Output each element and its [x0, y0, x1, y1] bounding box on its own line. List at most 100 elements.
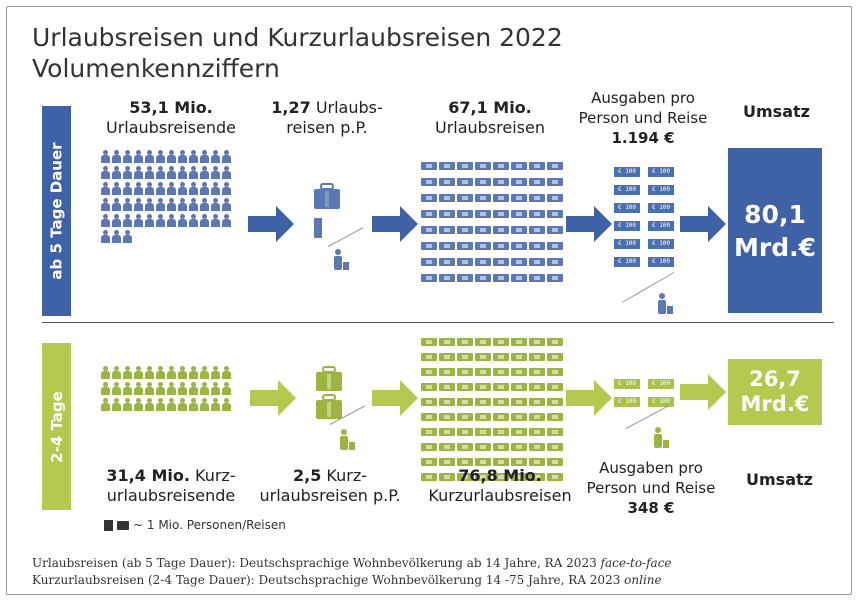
suitcase-icon [421, 178, 437, 186]
suitcase-icon [457, 368, 473, 376]
suitcase-icon [475, 473, 491, 481]
person-icon [155, 198, 166, 211]
person-icon [144, 366, 155, 379]
suitcase-icon [421, 162, 437, 170]
suitcase-icon [547, 274, 563, 282]
suitcase-icon [511, 274, 527, 282]
person-icon [133, 214, 144, 227]
person-icon [199, 398, 210, 411]
suitcase-icon [511, 338, 527, 346]
short-revenue-box: 26,7 Mrd.€ [728, 359, 822, 425]
suitcase-icon [511, 242, 527, 250]
suitcase-icon [475, 242, 491, 250]
banknote-icon: € 100 [647, 396, 675, 408]
person-icon [166, 182, 177, 195]
suitcase-icon [457, 210, 473, 218]
banknote-icon: € 100 [613, 202, 641, 214]
suitcase-icon [529, 210, 545, 218]
suitcase-icon [475, 443, 491, 451]
person-icon [166, 214, 177, 227]
person-icon [166, 382, 177, 395]
suitcase-icon [493, 178, 509, 186]
person-icon [122, 182, 133, 195]
suitcase-icon [421, 353, 437, 361]
person-icon [166, 198, 177, 211]
arrow-right-icon [566, 206, 612, 242]
person-icon [111, 366, 122, 379]
person-icon [210, 214, 221, 227]
person-icon [188, 398, 199, 411]
suitcase-icon [439, 162, 455, 170]
suitcase-icon [439, 210, 455, 218]
person-icon [199, 382, 210, 395]
suitcase-icon [547, 473, 563, 481]
person-icon [100, 166, 111, 179]
suitcase-icon [439, 258, 455, 266]
person-icon [221, 166, 232, 179]
suitcase-icon [457, 162, 473, 170]
person-icon [177, 382, 188, 395]
suitcase-icon [457, 443, 473, 451]
person-icon [133, 150, 144, 163]
person-icon [177, 366, 188, 379]
suitcase-icon [493, 473, 509, 481]
person-icon [144, 198, 155, 211]
suitcase-icon [457, 458, 473, 466]
person-icon [100, 230, 111, 243]
person-icon [122, 398, 133, 411]
banknote-icon: € 100 [613, 256, 641, 268]
suitcase-icon [421, 413, 437, 421]
suitcase-icon [475, 258, 491, 266]
banknote-icon: € 100 [647, 202, 675, 214]
section-divider [42, 322, 834, 323]
suitcase-icon [439, 443, 455, 451]
suitcase-icon [457, 194, 473, 202]
person-icon [133, 166, 144, 179]
person-icon [111, 198, 122, 211]
long-revenue-unit: Mrd.€ [734, 232, 816, 262]
suitcase-icon [511, 353, 527, 361]
suitcase-icon [439, 368, 455, 376]
person-icon [144, 382, 155, 395]
arrow-right-icon [372, 206, 418, 242]
person-icon [210, 166, 221, 179]
person-icon [199, 150, 210, 163]
suitcase-icon [421, 194, 437, 202]
suitcase-icon [493, 353, 509, 361]
suitcase-icon [529, 242, 545, 250]
suitcase-icon [314, 183, 340, 209]
arrow-right-icon [566, 380, 612, 416]
suitcase-icon [547, 398, 563, 406]
person-icon [122, 382, 133, 395]
suitcase-icon [547, 178, 563, 186]
suitcase-icon [529, 458, 545, 466]
suitcase-icon [511, 210, 527, 218]
suitcase-icon [421, 210, 437, 218]
suitcase-icon [493, 443, 509, 451]
person-icon [221, 382, 232, 395]
traveler-icon [340, 429, 355, 450]
person-icon [100, 214, 111, 227]
suitcase-icon [493, 413, 509, 421]
traveler-icon [658, 293, 673, 314]
person-icon [155, 214, 166, 227]
suitcase-icon [439, 194, 455, 202]
suitcase-icon [439, 338, 455, 346]
suitcase-icon [529, 338, 545, 346]
suitcase-icon [529, 353, 545, 361]
suitcase-icon [493, 226, 509, 234]
footnote-short: Kurzurlaubsreisen (2-4 Tage Dauer): Deut… [32, 573, 662, 587]
person-icon [188, 366, 199, 379]
suitcase-icon [475, 398, 491, 406]
long-revenue-label: Umsatz [743, 102, 810, 121]
person-icon [133, 366, 144, 379]
banknote-icon: € 100 [613, 238, 641, 250]
suitcase-icon [511, 428, 527, 436]
suitcase-icon [439, 242, 455, 250]
suitcase-icon [117, 520, 129, 530]
suitcase-icon [511, 473, 527, 481]
person-icon [210, 382, 221, 395]
suitcase-icon [457, 274, 473, 282]
suitcase-icon [421, 398, 437, 406]
suitcase-icon [475, 458, 491, 466]
